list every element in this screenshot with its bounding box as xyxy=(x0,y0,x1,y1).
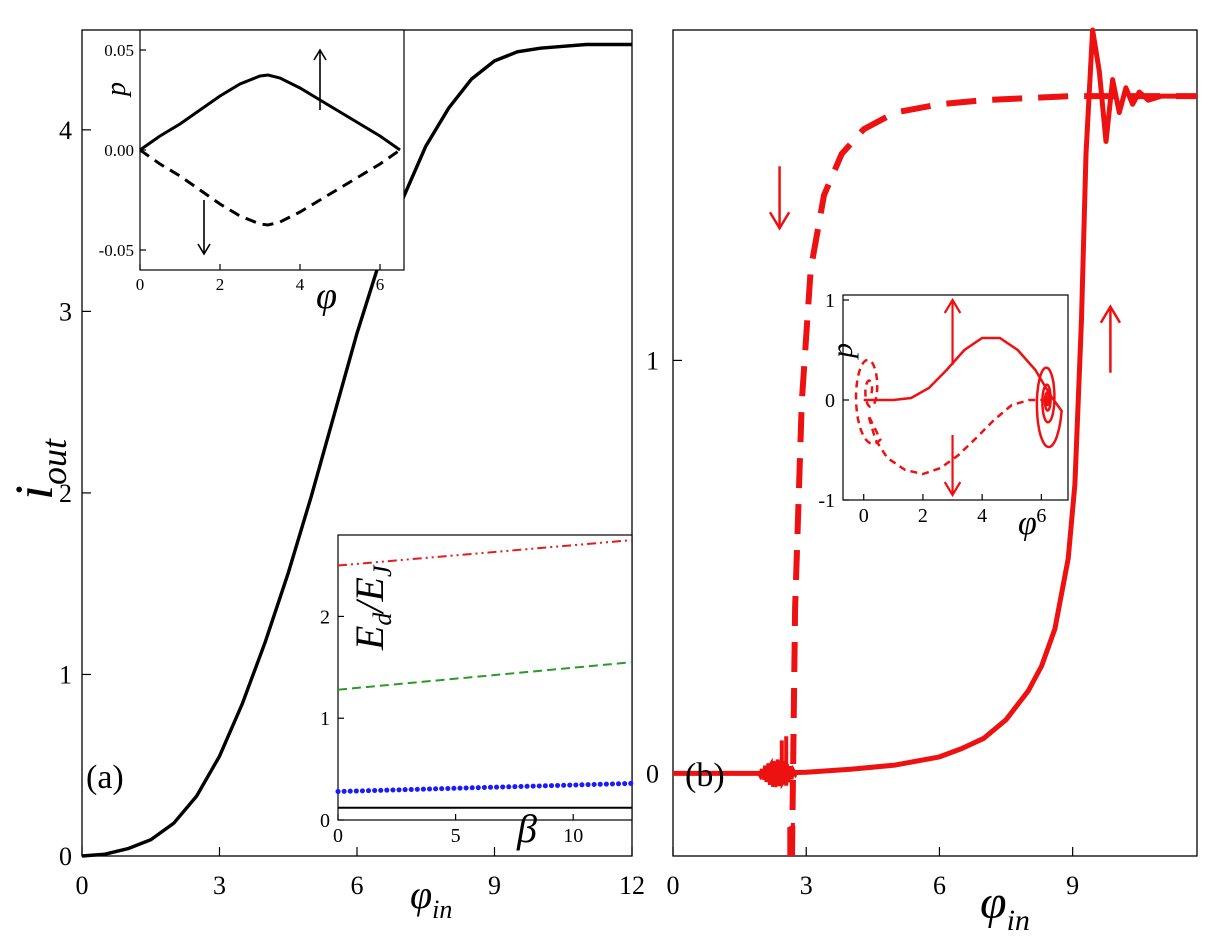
panel-b-arrows xyxy=(768,166,1122,373)
x-tick-label: 4 xyxy=(296,275,305,294)
panel-b-ticks: 0 3 6 9 0 1 xyxy=(646,347,1079,901)
panel-b-dashed-oscillation xyxy=(779,736,795,856)
x-tick-label: 6 xyxy=(376,275,385,294)
x-tick-label: 2 xyxy=(918,505,928,527)
inset-a2-xlabel: β xyxy=(516,806,537,851)
inset-b-dashed-spiral xyxy=(854,358,1048,476)
y-tick-label: 1 xyxy=(646,347,659,376)
inset-a1-ylabel: p xyxy=(101,82,132,98)
inset-b: 0 2 4 6 1 0 -1 p φ xyxy=(818,290,1069,542)
y-tick-label: 0 xyxy=(59,842,72,871)
arrow-head xyxy=(197,243,211,256)
x-tick-label: 9 xyxy=(488,871,501,900)
inset-a1-xlabel: φ xyxy=(316,275,337,317)
y-tick-label: 4 xyxy=(59,116,72,145)
inset-b-ylabel: p xyxy=(826,343,859,360)
x-tick-label: 0 xyxy=(667,871,680,900)
arrow-head xyxy=(943,481,962,498)
y-tick-label: 1 xyxy=(59,661,72,690)
inset-b-xlabel: φ xyxy=(1018,505,1037,542)
inset-a2: 0 5 10 0 1 2 Ed/EJ β xyxy=(320,534,635,851)
panel-b-label: (b) xyxy=(685,757,725,794)
panel-b-xlabel: φin xyxy=(980,876,1030,937)
y-tick-label: 3 xyxy=(59,297,72,326)
inset-a1-arrows xyxy=(197,48,327,256)
panel-a-xlabel: φin xyxy=(410,872,452,924)
x-tick-label: 0 xyxy=(76,871,89,900)
x-tick-label: 12 xyxy=(619,871,645,900)
arrow-head xyxy=(1099,304,1122,324)
x-tick-label: 3 xyxy=(800,871,813,900)
y-tick-label: 0.05 xyxy=(104,41,134,60)
x-tick-label: 6 xyxy=(351,871,364,900)
panel-b-frame xyxy=(672,29,1198,857)
y-tick-label: 2 xyxy=(320,606,330,628)
panel-b-dashed-curve xyxy=(789,93,1197,857)
x-tick-label: 3 xyxy=(213,871,226,900)
inset-a2-ticks: 0 5 10 0 1 2 xyxy=(320,606,583,847)
y-tick-label: 0.00 xyxy=(104,141,134,160)
inset-a2-red-line xyxy=(337,539,633,567)
inset-a1-upper-curve xyxy=(139,73,401,152)
arrow-head xyxy=(943,297,962,314)
inset-b-ticks: 0 2 4 6 1 0 -1 xyxy=(818,290,1046,527)
panel-b-solid-curve xyxy=(673,27,1197,776)
inset-a2-green-line xyxy=(337,661,633,691)
y-tick-label: 1 xyxy=(825,290,835,312)
panel-a-ylabel: iout xyxy=(4,438,74,500)
inset-b-arrows xyxy=(943,297,962,498)
inset-a1-lower-curve xyxy=(139,148,401,227)
y-tick-label: 0 xyxy=(825,390,835,412)
y-tick-label: 2 xyxy=(59,479,72,508)
x-tick-label: 10 xyxy=(563,825,583,847)
panel-b: 0 3 6 9 0 1 (b) φin xyxy=(646,27,1198,937)
y-tick-label: -1 xyxy=(818,490,835,512)
inset-a1: 0 2 4 6 0.05 0.00 -0.05 p φ xyxy=(99,29,405,317)
x-tick-label: 4 xyxy=(977,505,987,527)
x-tick-label: 6 xyxy=(933,871,946,900)
x-tick-label: 5 xyxy=(451,825,461,847)
y-tick-label: 0 xyxy=(646,760,659,789)
x-tick-label: 0 xyxy=(333,825,343,847)
x-tick-label: 0 xyxy=(859,505,869,527)
inset-a2-blue-line xyxy=(335,780,635,794)
x-tick-label: 6 xyxy=(1036,505,1046,527)
x-tick-label: 0 xyxy=(136,275,145,294)
arrow-head xyxy=(768,211,791,231)
x-tick-label: 2 xyxy=(216,275,225,294)
inset-b-frame xyxy=(842,294,1069,501)
y-tick-label: -0.05 xyxy=(99,241,134,260)
inset-a1-ticks: 0 2 4 6 0.05 0.00 -0.05 xyxy=(99,41,385,294)
inset-a2-ylabel: Ed/EJ xyxy=(347,564,397,651)
y-tick-label: 0 xyxy=(320,810,330,832)
panel-a-curve xyxy=(81,42,632,858)
inset-a2-frame xyxy=(337,534,633,821)
panel-a-label: (a) xyxy=(86,759,124,796)
panel-b-solid-oscillation xyxy=(756,757,799,790)
y-tick-label: 1 xyxy=(320,708,330,730)
x-tick-label: 9 xyxy=(1066,871,1079,900)
arrow-head xyxy=(313,48,327,61)
